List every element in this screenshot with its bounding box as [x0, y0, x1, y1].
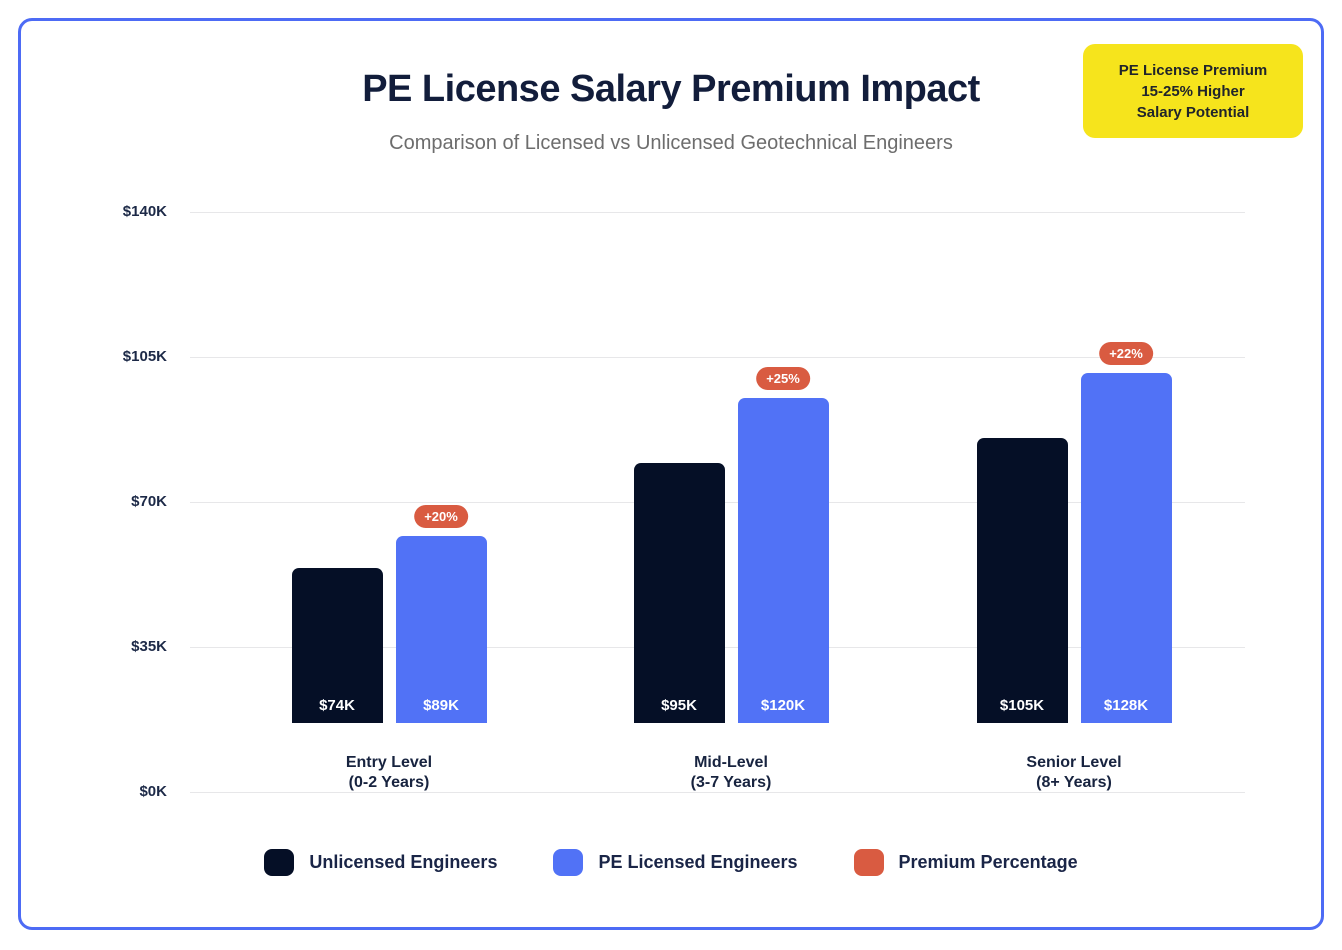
chart-subtitle: Comparison of Licensed vs Unlicensed Geo… [389, 132, 953, 154]
category-label-line2: (8+ Years) [1036, 774, 1112, 791]
y-axis-tick-label: $35K [131, 638, 167, 655]
y-axis-tick-label: $105K [122, 348, 167, 365]
legend-item: Unlicensed Engineers [264, 849, 497, 876]
bar-unlicensed: $105K [976, 438, 1068, 723]
premium-percentage-badge: +22% [1099, 342, 1153, 365]
bar-unlicensed: $74K [291, 568, 383, 723]
category-label-line2: (0-2 Years) [348, 774, 430, 791]
legend-label: PE Licensed Engineers [598, 852, 798, 872]
y-axis-tick-label: $70K [131, 493, 167, 510]
bar-value-label: $105K [999, 697, 1045, 714]
bar-value-label: $120K [760, 697, 806, 714]
gridline [190, 212, 1245, 213]
category-label-line1: Mid-Level [694, 754, 768, 771]
page-border-frame [18, 18, 1324, 930]
legend-item: PE Licensed Engineers [553, 849, 798, 876]
callout-line-2: 15-25% Higher [1141, 82, 1245, 100]
bar-pe-licensed: $128K [1080, 373, 1172, 723]
premium-percentage-badge: +25% [756, 367, 810, 390]
legend-item: Premium Percentage [853, 849, 1078, 876]
category-label-line1: Senior Level [1026, 754, 1122, 771]
bar-pe-licensed: $89K [395, 536, 487, 723]
legend-label: Unlicensed Engineers [309, 852, 498, 872]
callout-line-1: PE License Premium [1118, 61, 1268, 79]
bar-value-label: $95K [661, 697, 697, 714]
x-axis-category-label: Mid-Level (3-7 Years) [621, 753, 841, 793]
category-label-line2: (3-7 Years) [690, 774, 772, 791]
gridline [190, 357, 1245, 358]
legend-swatch [853, 849, 884, 876]
legend-swatch [553, 849, 584, 876]
legend-label: Premium Percentage [898, 852, 1078, 872]
legend-swatch [264, 849, 295, 876]
bar-pe-licensed: $120K [737, 398, 829, 723]
bar-value-label: $89K [423, 697, 459, 714]
premium-callout-badge: PE License Premium 15-25% Higher Salary … [1083, 44, 1303, 138]
premium-percentage-badge: +20% [414, 505, 468, 528]
gridline [190, 792, 1245, 793]
callout-line-3: Salary Potential [1136, 103, 1250, 121]
x-axis-category-label: Senior Level (8+ Years) [964, 753, 1184, 793]
y-axis-tick-label: $140K [122, 203, 167, 220]
category-label-line1: Entry Level [345, 754, 433, 771]
bar-value-label: $128K [1103, 697, 1149, 714]
bar-value-label: $74K [319, 697, 355, 714]
chart-title: PE License Salary Premium Impact [362, 68, 980, 110]
y-axis-tick-label: $0K [139, 783, 167, 800]
bar-unlicensed: $95K [633, 463, 725, 723]
x-axis-category-label: Entry Level (0-2 Years) [279, 753, 499, 793]
chart-legend: Unlicensed Engineers PE Licensed Engineer… [0, 849, 1342, 876]
